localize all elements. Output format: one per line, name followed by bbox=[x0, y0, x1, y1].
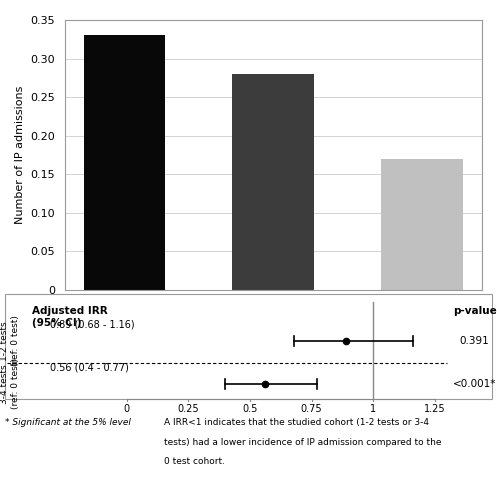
Text: p-value: p-value bbox=[453, 306, 497, 316]
Text: 1: 1 bbox=[370, 404, 376, 414]
Bar bbox=[381, 159, 463, 290]
Text: Adjusted IRR
(95% CI): Adjusted IRR (95% CI) bbox=[32, 306, 108, 328]
Text: 0.75: 0.75 bbox=[301, 404, 323, 414]
Text: 0.391: 0.391 bbox=[460, 336, 490, 346]
Text: 0.56 (0.4 - 0.77): 0.56 (0.4 - 0.77) bbox=[50, 362, 129, 372]
Text: 0.25: 0.25 bbox=[177, 404, 199, 414]
FancyBboxPatch shape bbox=[5, 294, 492, 399]
Text: 0: 0 bbox=[124, 404, 130, 414]
Text: tests) had a lower incidence of IP admission compared to the: tests) had a lower incidence of IP admis… bbox=[164, 438, 441, 446]
Text: 0 test cohort.: 0 test cohort. bbox=[164, 457, 225, 466]
Bar bbox=[83, 36, 166, 290]
Text: 0.89 (0.68 - 1.16): 0.89 (0.68 - 1.16) bbox=[50, 319, 134, 329]
Text: 3-4 tests
(ref: 0 test): 3-4 tests (ref: 0 test) bbox=[0, 358, 20, 410]
Y-axis label: Number of IP admissions: Number of IP admissions bbox=[14, 86, 24, 224]
Text: 0.5: 0.5 bbox=[243, 404, 257, 414]
Text: 1.25: 1.25 bbox=[424, 404, 446, 414]
Text: * Significant at the 5% level: * Significant at the 5% level bbox=[5, 418, 131, 428]
Bar bbox=[233, 74, 314, 290]
Text: 1-2 tests
(ref: 0 test): 1-2 tests (ref: 0 test) bbox=[0, 316, 20, 366]
Text: <0.001*: <0.001* bbox=[453, 379, 497, 389]
Text: A IRR<1 indicates that the studied cohort (1-2 tests or 3-4: A IRR<1 indicates that the studied cohor… bbox=[164, 418, 429, 428]
